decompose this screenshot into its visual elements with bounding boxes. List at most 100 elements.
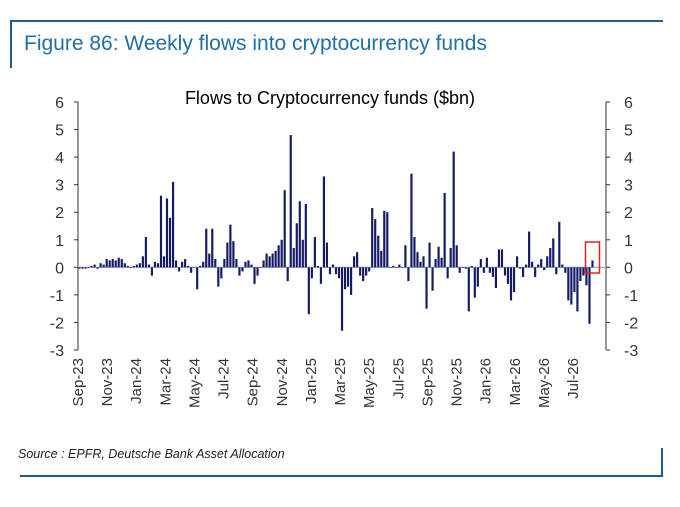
x-tick-label: Jan-26	[478, 358, 495, 404]
bar	[132, 265, 135, 268]
y-tick-label-left: 1	[55, 233, 64, 250]
bar	[238, 267, 241, 276]
x-tick-label: May-24	[186, 358, 203, 408]
bar	[156, 263, 160, 268]
bar	[184, 259, 187, 268]
bar	[250, 264, 253, 268]
bar	[196, 267, 199, 290]
bar	[223, 259, 226, 268]
frame-top-border	[10, 20, 663, 22]
bar	[310, 267, 313, 279]
bar	[307, 267, 310, 315]
bar	[193, 267, 196, 268]
bar	[168, 217, 172, 268]
bar-series	[78, 135, 594, 331]
bar	[78, 267, 81, 269]
bar	[467, 267, 470, 312]
y-tick-label-right: 5	[624, 123, 633, 140]
bar	[422, 256, 425, 268]
bar	[301, 239, 304, 268]
bar	[331, 264, 335, 268]
bar	[274, 250, 277, 268]
bar	[283, 190, 286, 268]
bar	[187, 265, 190, 268]
bar	[555, 267, 558, 275]
bar	[165, 198, 169, 268]
y-axis-right: -3 -2 -1 0 1 2 3 4 5 6	[605, 95, 638, 360]
bar	[368, 267, 371, 272]
bar	[362, 267, 365, 282]
bar	[346, 267, 350, 287]
bar	[546, 256, 549, 268]
x-tick-label: May-25	[361, 358, 378, 408]
bar	[537, 264, 540, 268]
bar	[567, 267, 570, 301]
bar	[407, 267, 410, 282]
bar	[295, 223, 298, 268]
bar	[585, 267, 588, 286]
bar	[509, 267, 513, 301]
bar	[102, 264, 105, 268]
bar	[522, 267, 525, 277]
bar	[455, 245, 458, 268]
y-tick-label-left: 0	[55, 260, 64, 277]
bar	[81, 267, 84, 269]
x-tick-label: Nov-23	[99, 358, 116, 406]
y-tick-label-left: -3	[50, 343, 64, 360]
bar	[316, 265, 319, 268]
bar	[99, 263, 102, 268]
bar	[144, 237, 147, 268]
bar	[549, 248, 552, 268]
y-tick-label-left: 4	[55, 150, 64, 167]
bar	[374, 219, 377, 268]
bar	[497, 249, 501, 268]
x-tick-label: Mar-24	[157, 358, 174, 406]
bar	[90, 265, 93, 268]
bar	[286, 267, 289, 282]
bar	[473, 267, 476, 298]
bar	[259, 267, 262, 268]
bar	[138, 263, 141, 268]
bar	[350, 267, 353, 295]
bar	[241, 267, 244, 272]
bar	[147, 264, 150, 268]
bar	[570, 267, 573, 305]
bar	[229, 224, 232, 268]
bar	[531, 261, 534, 268]
bar	[425, 267, 428, 309]
source-note: Source : EPFR, Deutsche Bank Asset Alloc…	[18, 447, 285, 461]
y-tick-label-left: 5	[55, 123, 64, 140]
bar	[150, 267, 154, 276]
bar	[356, 252, 359, 268]
latest-week-highlight	[584, 241, 601, 274]
bar	[277, 245, 280, 268]
x-tick-label: Nov-24	[274, 358, 291, 406]
y-axis-left: -3 -2 -1 0 1 2 3 4 5 6	[50, 95, 79, 360]
x-tick-label: Jul-25	[390, 358, 407, 399]
x-tick-label: Nov-25	[449, 358, 466, 406]
y-tick-label-right: -3	[624, 343, 638, 360]
y-tick-label-left: -1	[50, 288, 64, 305]
bar	[280, 239, 283, 268]
bar	[289, 135, 292, 268]
bar	[181, 261, 184, 268]
bar	[343, 267, 347, 290]
bar	[129, 267, 132, 268]
bar	[512, 267, 516, 293]
bar	[265, 253, 268, 268]
bar	[491, 267, 494, 277]
bar	[108, 260, 111, 268]
bar	[247, 260, 250, 268]
bar	[479, 259, 482, 268]
highlight-box	[584, 241, 601, 274]
bar	[470, 265, 473, 268]
y-tick-label-right: 4	[624, 150, 633, 167]
bar	[383, 210, 386, 268]
bar	[298, 201, 301, 268]
bar	[178, 267, 181, 272]
bar	[446, 267, 449, 279]
bar	[211, 228, 214, 268]
bar	[428, 242, 431, 268]
bar	[190, 267, 193, 273]
